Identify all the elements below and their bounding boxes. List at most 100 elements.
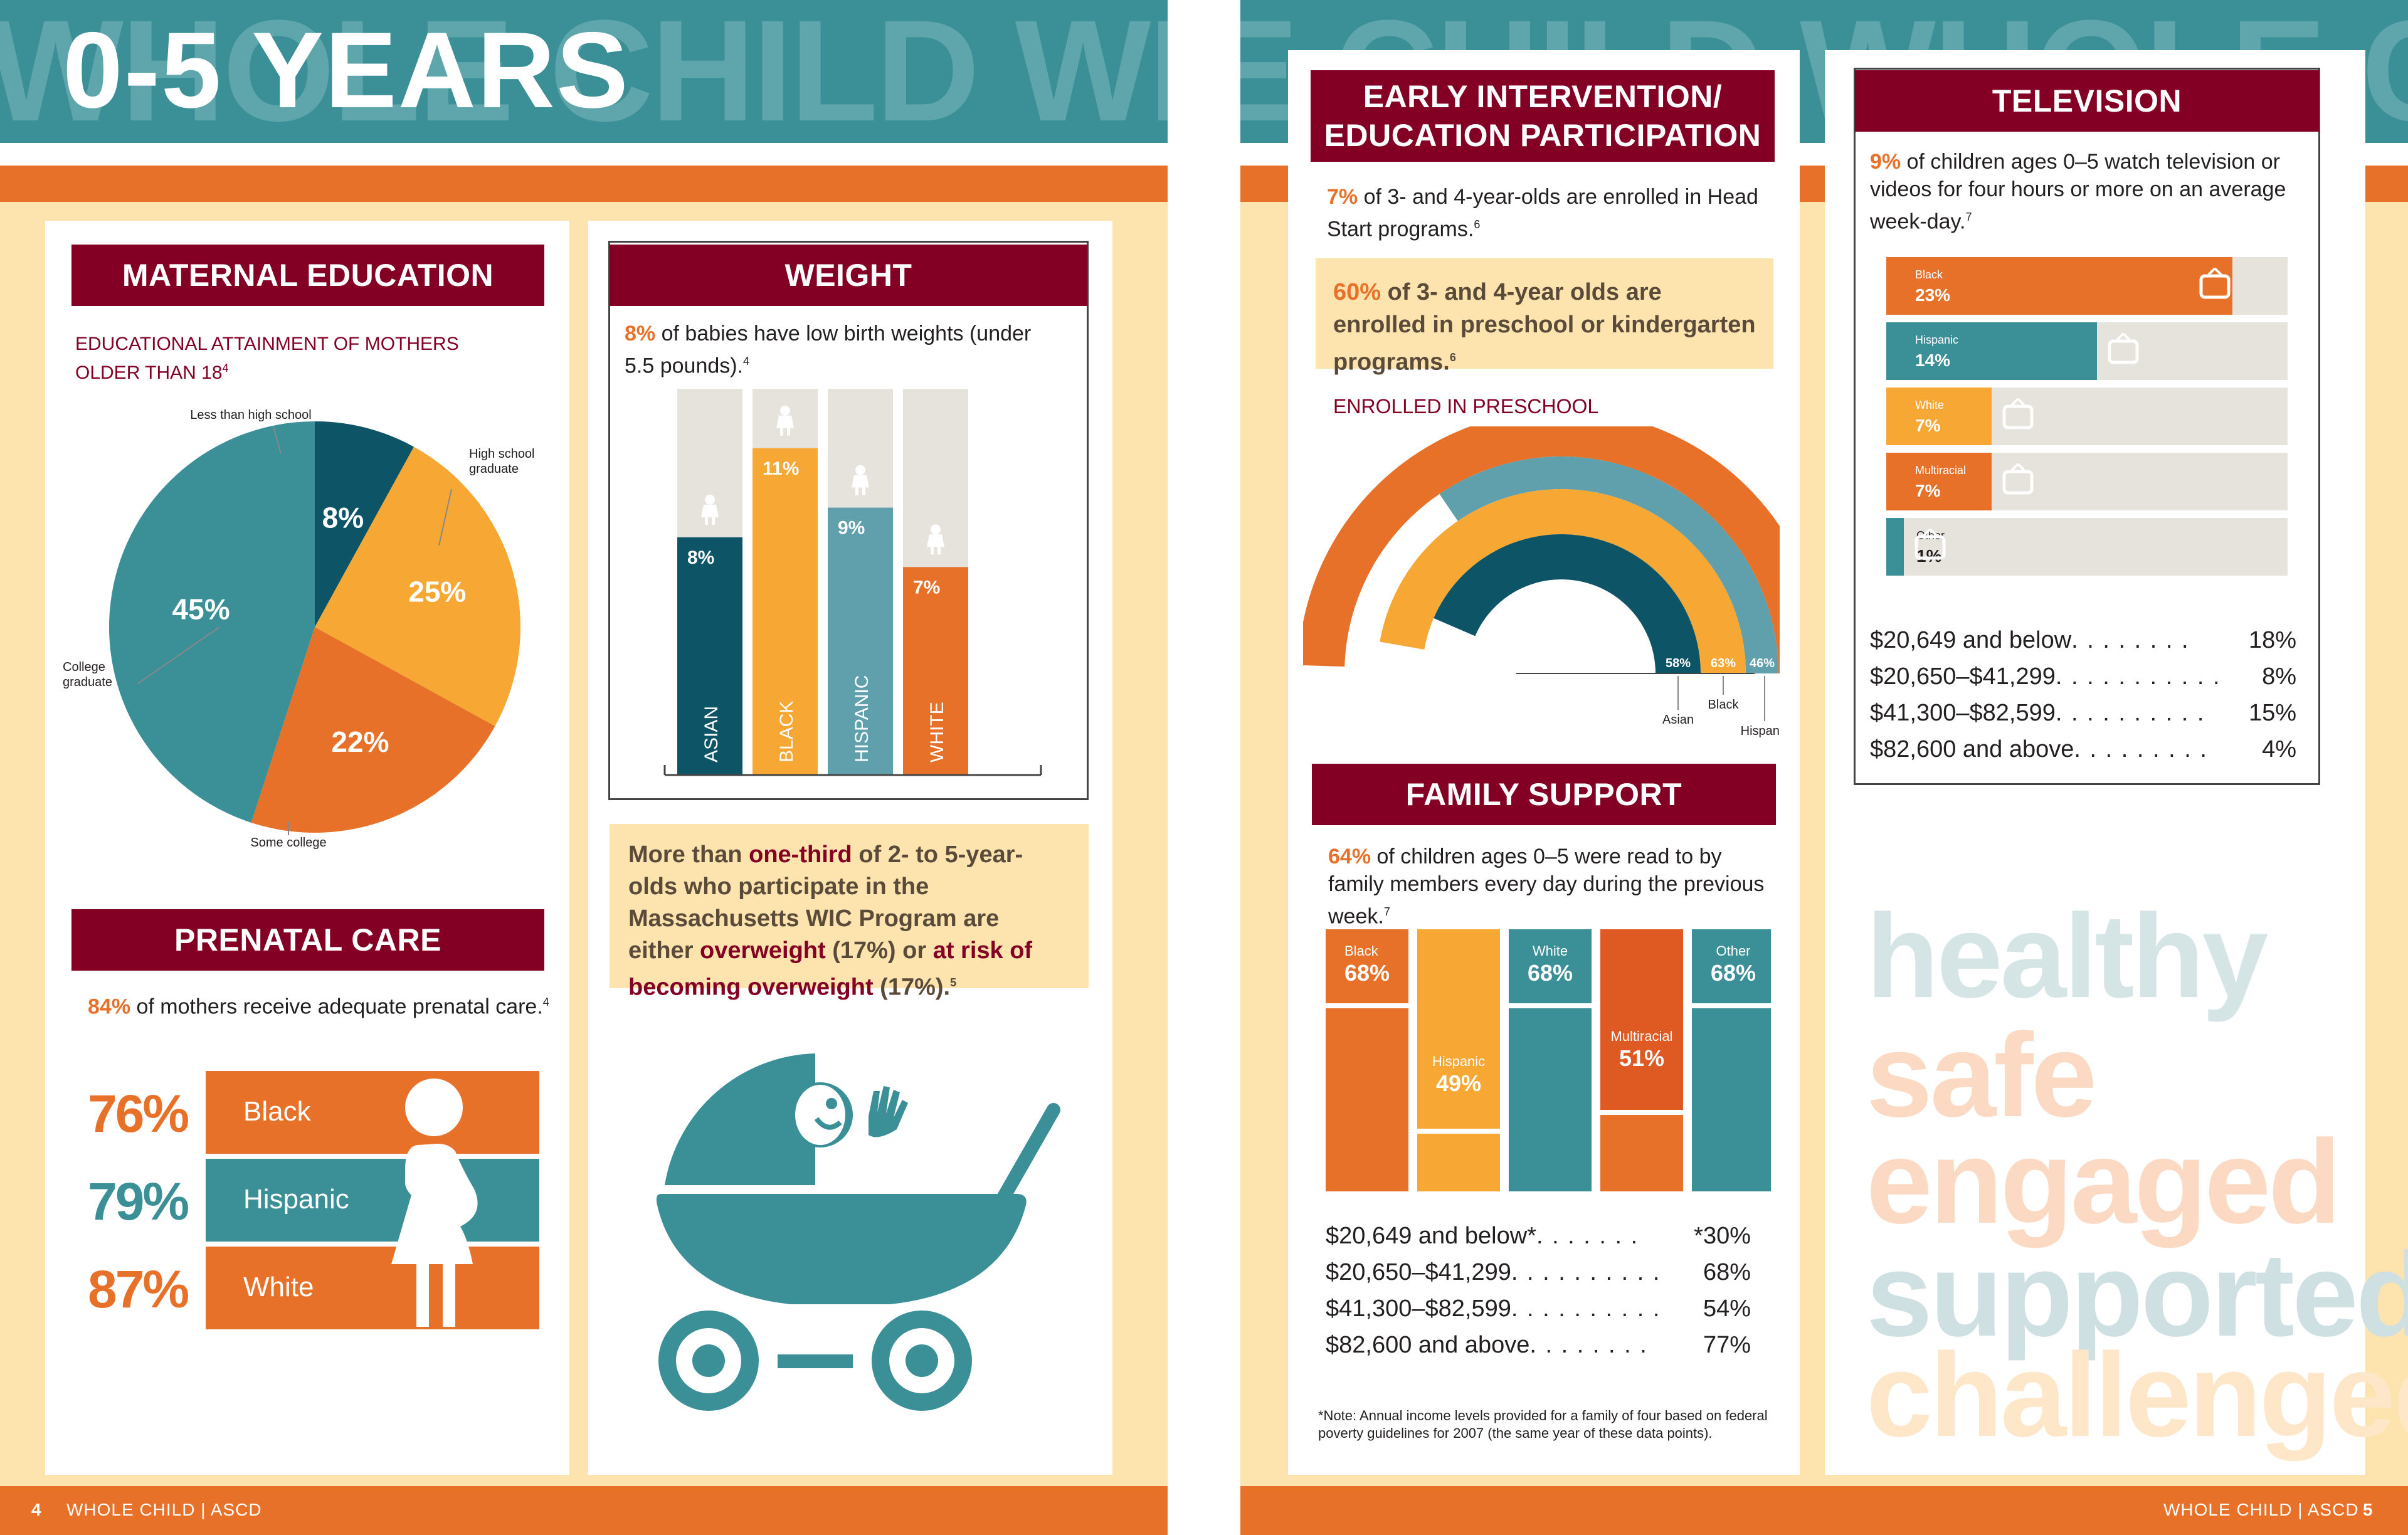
- prenatal-bar: [206, 1071, 539, 1154]
- income-dots: . . . . . . . . . . .: [2055, 663, 2221, 690]
- family-bar-label-block: [1692, 929, 1771, 1003]
- income-row: $82,600 and above . . . . . . . . . 4%: [1870, 736, 2296, 763]
- weight-value-label: 9%: [838, 518, 865, 539]
- income-label: $20,650–$41,299: [1870, 663, 2056, 690]
- prenatal-header: PRENATAL CARE: [71, 909, 544, 971]
- theme-word: challenged: [1866, 1329, 2408, 1462]
- tv-frame: [1854, 68, 2320, 785]
- income-row: $41,300–$82,599 . . . . . . . . . . 15%: [1870, 700, 2296, 727]
- pie-category-label: High school: [469, 447, 535, 461]
- pie-slice: [251, 627, 495, 833]
- tv-value-label: 1%: [1916, 546, 1942, 566]
- baby-icon: [852, 465, 869, 495]
- preschool-pct: 60%: [1333, 279, 1381, 305]
- weight-category-label: HISPANIC: [852, 675, 872, 762]
- page-title: 0-5 YEARS: [63, 10, 630, 130]
- family-value-label: 68%: [1711, 960, 1756, 986]
- prenatal-pct: 87%: [88, 1260, 189, 1319]
- preschool-box: 60% of 3- and 4-year olds are enrolled i…: [1316, 258, 1773, 376]
- arc-labels: 66%46%63%58%AsianBlackHispanicWhite: [1662, 657, 1780, 738]
- wic-sup: 5: [950, 976, 957, 989]
- wic-p7: (17%).: [873, 974, 951, 1001]
- weight-sup: 4: [743, 355, 750, 367]
- baby-icon: [927, 524, 944, 555]
- income-row: $20,649 and below . . . . . . . . 18%: [1870, 627, 2296, 654]
- family-bar-label-block: [1509, 929, 1592, 1003]
- family-value-label: 68%: [1528, 960, 1573, 986]
- family-pct: 64%: [1328, 845, 1371, 868]
- income-label: $41,300–$82,599: [1326, 1295, 1511, 1322]
- income-dots: . . . . . . . . . .: [1511, 1259, 1661, 1285]
- income-dots: . . . . . . . .: [2071, 627, 2190, 653]
- tv-category-label: Multiracial: [1915, 464, 1966, 477]
- weight-value-label: 11%: [763, 458, 799, 479]
- family-bar: [1600, 1115, 1683, 1191]
- family-bar-label-block: [1326, 929, 1408, 1003]
- wic-p6: at risk of becoming overweight: [628, 937, 1033, 1001]
- prenatal-text: 84% of mothers receive adequate prenatal…: [88, 988, 552, 1020]
- income-label: $41,300–$82,599: [1870, 700, 2056, 726]
- weight-bar: [752, 448, 818, 775]
- income-value: 8%: [2262, 663, 2296, 690]
- pie-category-label: Less than high school: [190, 408, 311, 422]
- wic-box: More than one-third of 2- to 5-year-olds…: [610, 824, 1089, 1001]
- income-row: $41,300–$82,599. . . . . . . . . . 54%: [1326, 1295, 1751, 1322]
- theme-word: healthy: [1866, 890, 2268, 1023]
- prenatal-bar: [206, 1247, 539, 1329]
- tv-category-label: Hispanic: [1915, 334, 1958, 346]
- tv-value-label: 7%: [1915, 481, 1941, 500]
- maternal-subtitle-text: EDUCATIONAL ATTAINMENT OF MOTHERS OLDER …: [75, 334, 459, 383]
- left-page-number: 4: [31, 1500, 41, 1519]
- tv-value-label: 14%: [1915, 351, 1950, 370]
- theme-word: engaged: [1866, 1116, 2341, 1248]
- income-row: $20,650–$41,299 . . . . . . . . . . 68%: [1326, 1259, 1751, 1286]
- right-page-number: 5: [2363, 1500, 2373, 1519]
- tv-pct: 9%: [1870, 150, 1901, 174]
- income-label: $20,649 and below: [1870, 627, 2072, 653]
- pie-slices: [109, 421, 520, 833]
- income-dots: . . . . . . . . . .: [2055, 700, 2205, 726]
- preschool-value-label: 63%: [1711, 657, 1736, 670]
- maternal-pie-chart: 8% 25% 22% 45% Less than high school High sch…: [63, 408, 535, 850]
- weight-pct: 8%: [625, 322, 656, 346]
- weight-category-label: WHITE: [927, 702, 948, 762]
- pie-value-label: 25%: [408, 575, 466, 608]
- right-footer: WHOLE CHILD | ASCD 5: [1240, 1486, 2408, 1535]
- left-page: WHOLE CHILD WHOLE CHILD 0-5 YEARS MATERN…: [0, 0, 1168, 1535]
- tv-icon: [2002, 463, 2034, 495]
- preschool-category-label: Hispanic: [1741, 724, 1780, 738]
- preschool-chart-title: ENROLLED IN PRESCHOOL: [1333, 395, 1599, 418]
- maternal-sup: 4: [222, 362, 229, 374]
- preschool-sup: 6: [1449, 351, 1456, 364]
- maternal-header: MATERNAL EDUCATION: [71, 245, 544, 306]
- maternal-subtitle: EDUCATIONAL ATTAINMENT OF MOTHERS OLDER …: [75, 332, 514, 385]
- income-value: 68%: [1703, 1259, 1751, 1285]
- family-bar: [1417, 1134, 1500, 1191]
- tv-bars: Black23%Hispanic14%White7%Multiracial7%O…: [1886, 257, 2288, 576]
- weight-bar: [677, 537, 742, 775]
- income-label: $82,600 and above: [1326, 1332, 1530, 1358]
- weight-bars: 8% ASIAN 11% BLACK 9% HISPANIC 7% WHITE: [677, 389, 968, 775]
- right-footer-text: WHOLE CHILD | ASCD: [2163, 1500, 2359, 1519]
- weight-bar: [903, 567, 968, 775]
- title-band: WHOLE CHILD WHOLE CHILD 0-5 YEARS: [0, 0, 1168, 143]
- tv-icon: [2199, 267, 2231, 299]
- family-header: FAMILY SUPPORT: [1312, 764, 1776, 825]
- preschool-arc: [1303, 426, 1780, 673]
- pie-category-label: Some college: [250, 836, 326, 850]
- early-header: EARLY INTERVENTION/ EDUCATION PARTICIPAT…: [1311, 70, 1775, 162]
- arc-bars: [1303, 426, 1780, 673]
- early-header-line1: EARLY INTERVENTION/: [1363, 79, 1723, 114]
- preschool-box-text: 60% of 3- and 4-year olds are enrolled i…: [1333, 276, 1756, 379]
- tv-bar: [1886, 453, 1992, 510]
- prenatal-body: of mothers receive adequate prenatal car…: [130, 994, 543, 1019]
- weight-text: 8% of babies have low birth weights (und…: [625, 320, 1064, 379]
- weight-value-label: 7%: [913, 577, 940, 598]
- tv-bar: [1886, 518, 1904, 576]
- tv-icon: [1914, 528, 1946, 560]
- tv-category-label: White: [1915, 399, 1944, 411]
- preschool-arc: [1380, 488, 1746, 673]
- family-sup: 7: [1383, 905, 1390, 918]
- preschool-value-label: 46%: [1750, 657, 1775, 670]
- white-gap: [0, 143, 1168, 166]
